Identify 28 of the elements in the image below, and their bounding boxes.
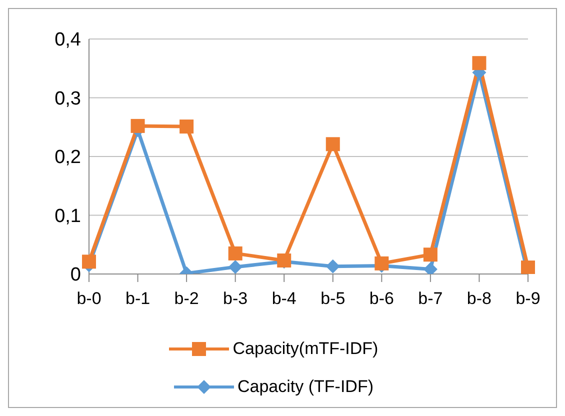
point — [82, 254, 96, 269]
y-tick-label: 0,2 — [54, 147, 81, 168]
point — [326, 259, 340, 274]
y-tick-label: 0,4 — [54, 30, 82, 51]
y-tick-label: 0 — [70, 264, 81, 286]
x-tick-label: b-9 — [516, 289, 540, 308]
point — [472, 56, 486, 70]
x-tick-label: b-3 — [223, 289, 248, 308]
point — [374, 256, 389, 270]
x-tick-label: b-8 — [466, 289, 492, 308]
point — [130, 118, 145, 133]
y-tick-label: 0,3 — [54, 88, 81, 110]
x-tick-label: b-1 — [125, 289, 150, 308]
point — [180, 120, 194, 134]
point — [521, 260, 535, 274]
point — [228, 246, 242, 260]
point — [423, 248, 438, 262]
y-tick-label: 0,1 — [54, 206, 81, 227]
point — [326, 137, 340, 152]
x-tick-label: b-4 — [272, 289, 296, 308]
legend-label: Capacity(mTF-IDF) — [232, 339, 378, 359]
x-tick-label: b-0 — [76, 289, 102, 308]
legend-label: Capacity (TF-IDF) — [238, 377, 374, 397]
x-tick-label: b-6 — [369, 289, 394, 308]
x-tick-label: b-7 — [418, 289, 443, 308]
point — [228, 260, 242, 274]
x-tick-label: b-2 — [174, 289, 199, 308]
x-tick-label: b-5 — [320, 289, 346, 308]
